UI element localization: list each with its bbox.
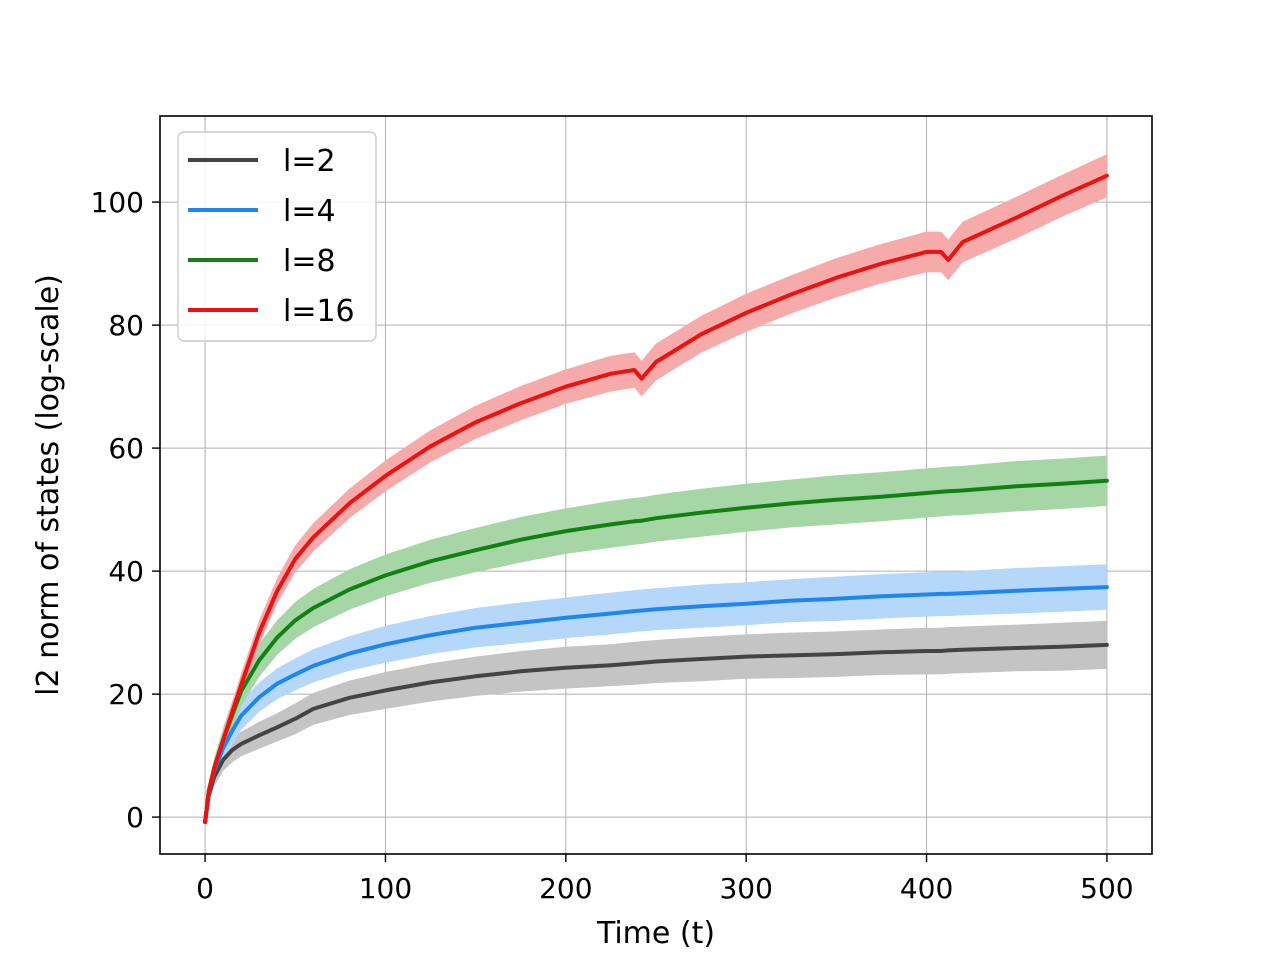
line-l=4	[203, 585, 1109, 824]
x-tick-label: 0	[196, 872, 214, 905]
y-tick-label: 80	[108, 309, 144, 342]
y-tick-label: 40	[108, 555, 144, 588]
y-tick-label: 0	[126, 801, 144, 834]
x-tick-label: 200	[539, 872, 592, 905]
y-tick-label: 60	[108, 432, 144, 465]
y-tick-label: 20	[108, 678, 144, 711]
x-tick-label: 100	[359, 872, 412, 905]
band-l=4	[205, 564, 1107, 822]
legend-label-l=2: l=2	[283, 144, 336, 179]
line-l=16	[203, 173, 1109, 824]
legend-label-l=4: l=4	[283, 194, 336, 229]
x-axis-label: Time (t)	[596, 916, 715, 951]
band-l=16	[205, 154, 1107, 823]
x-tick-label: 500	[1080, 872, 1133, 905]
legend: l=2 l=4 l=8 l=16	[177, 131, 377, 342]
x-tick-label: 300	[719, 872, 772, 905]
variability-bands	[205, 154, 1107, 823]
line-l=8	[203, 478, 1109, 824]
axis-ticks: 0 100 200 300 400 500 0 20 40 60 80 100	[91, 186, 1134, 905]
legend-box	[177, 131, 377, 342]
y-tick-label: 100	[91, 186, 144, 219]
band-l=2	[205, 620, 1107, 822]
band-l=8	[205, 455, 1107, 822]
plot-frame	[159, 115, 1153, 855]
y-axis-label: l2 norm of states (log-scale)	[31, 274, 66, 696]
line-l=2	[203, 642, 1109, 824]
legend-label-l=16: l=16	[283, 294, 355, 329]
x-tick-label: 400	[900, 872, 953, 905]
series-lines	[203, 173, 1109, 824]
legend-label-l=8: l=8	[283, 244, 336, 279]
